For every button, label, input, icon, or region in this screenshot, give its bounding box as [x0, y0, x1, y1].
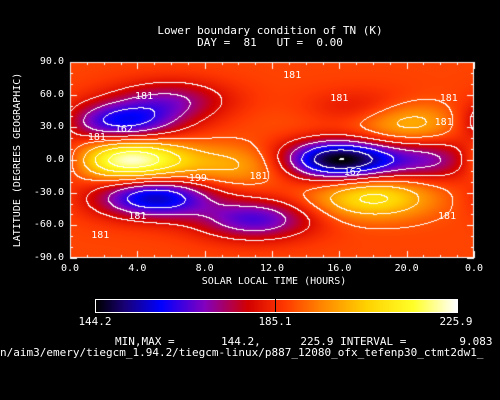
- file-path: n/aim3/emery/tiegcm_1.94.2/tiegcm-linux/…: [0, 346, 484, 359]
- x-tick-label: 16.0: [327, 263, 352, 274]
- chart-title: Lower boundary condition of TN (K): [157, 24, 383, 37]
- y-tick-label: 60.0: [39, 88, 64, 100]
- x-tick-label: 20.0: [394, 263, 419, 274]
- colorbar: [95, 299, 458, 313]
- contour-label: 181: [249, 171, 268, 183]
- x-tick-label: 0.0: [60, 263, 80, 274]
- y-tick-label: -60.0: [33, 219, 64, 231]
- contour-label: 162: [343, 167, 362, 179]
- y-tick-label: -30.0: [33, 186, 64, 198]
- contour-label: 162: [114, 123, 133, 135]
- contour-label: 181: [330, 93, 349, 105]
- contour-label: 181: [438, 210, 457, 222]
- y-tick-label: 30.0: [39, 121, 64, 133]
- x-tick-label: 12.0: [259, 263, 285, 274]
- contour-label: 181: [128, 210, 147, 222]
- contour-label: 181: [91, 230, 110, 242]
- contour-label: 199: [188, 172, 207, 184]
- y-tick-label: -90.0: [33, 252, 64, 263]
- x-tick-label: 0.0: [464, 263, 484, 274]
- y-axis-label: LATITUDE (DEGREES GEOGRAPHIC): [12, 72, 23, 248]
- x-axis-label: SOLAR LOCAL TIME (HOURS): [201, 276, 347, 287]
- contour-label: 181: [87, 132, 106, 144]
- colorbar-tick-label: 225.9: [439, 315, 473, 328]
- chart-subtitle: DAY = 81 UT = 0.00: [197, 36, 343, 49]
- y-tick-label: 90.0: [39, 56, 64, 67]
- contour-label: 181: [135, 90, 154, 102]
- x-tick-label: 4.0: [128, 263, 147, 274]
- contour-label: 181: [439, 93, 458, 105]
- contour-label: 181: [434, 116, 453, 128]
- x-tick-label: 8.0: [195, 263, 214, 274]
- colorbar-tick-label: 185.1: [258, 315, 292, 328]
- contour-label: 181: [283, 70, 302, 82]
- y-tick-label: 0.0: [45, 154, 64, 165]
- colorbar-tick-label: 144.2: [78, 315, 112, 328]
- colorbar-mid-tick: [275, 298, 276, 312]
- min-max-interval: MIN,MAX = 144.2, 225.9 INTERVAL = 9.083: [115, 335, 493, 348]
